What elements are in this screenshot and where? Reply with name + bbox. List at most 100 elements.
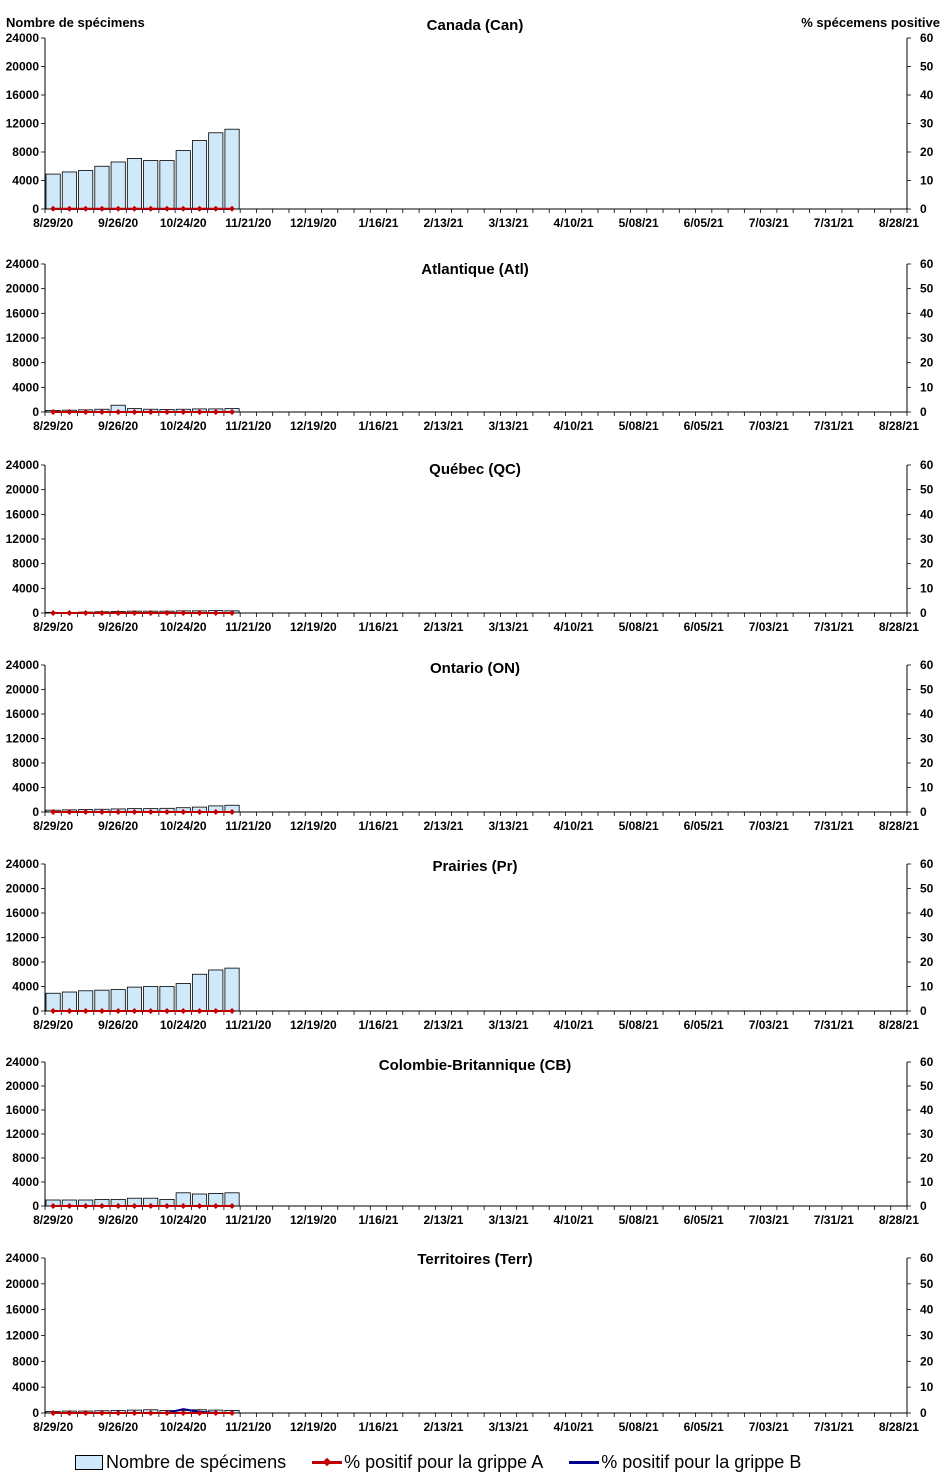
- flu-a-point: [50, 1203, 57, 1209]
- x-tick-label: 7/31/21: [814, 1420, 854, 1434]
- x-tick-label: 6/05/21: [684, 1018, 724, 1032]
- flu-a-point: [180, 205, 187, 212]
- y2-tick-label: 30: [920, 732, 934, 746]
- x-tick-label: 3/13/21: [489, 819, 529, 833]
- flu-a-point: [229, 1410, 236, 1416]
- x-tick-label: 8/28/21: [879, 620, 919, 634]
- flu-a-point: [229, 409, 236, 415]
- x-tick-label: 5/08/21: [619, 620, 659, 634]
- x-tick-label: 12/19/20: [290, 1420, 337, 1434]
- x-tick-label: 4/10/21: [554, 216, 594, 230]
- x-tick-label: 7/31/21: [814, 1213, 854, 1227]
- x-tick-label: 7/03/21: [749, 419, 789, 433]
- x-tick-label: 8/29/20: [33, 1420, 73, 1434]
- y-tick-label: 16000: [6, 507, 40, 521]
- x-tick-label: 12/19/20: [290, 819, 337, 833]
- flu-a-point: [163, 205, 170, 212]
- y2-tick-label: 30: [920, 117, 934, 131]
- x-tick-label: 2/13/21: [423, 419, 463, 433]
- specimen-bar: [110, 989, 126, 1012]
- y-tick-label: 24000: [6, 31, 40, 45]
- y2-tick-label: 0: [920, 1199, 927, 1213]
- y-tick-label: 24000: [6, 1055, 40, 1069]
- flu-a-point: [131, 409, 138, 415]
- flu-a-point: [229, 809, 236, 815]
- x-tick-label: 1/16/21: [358, 1420, 398, 1434]
- y-tick-label: 12000: [6, 331, 40, 345]
- x-tick-label: 3/13/21: [489, 216, 529, 230]
- x-tick-label: 2/13/21: [423, 1213, 463, 1227]
- x-tick-label: 5/08/21: [619, 1018, 659, 1032]
- specimen-bar: [175, 983, 191, 1012]
- y2-tick-label: 60: [920, 31, 934, 45]
- flu-a-point: [66, 205, 73, 212]
- y-tick-label: 4000: [12, 1175, 39, 1189]
- x-tick-label: 7/03/21: [749, 1018, 789, 1032]
- flu-a-point: [229, 205, 236, 212]
- x-tick-label: 7/31/21: [814, 1018, 854, 1032]
- x-tick-label: 1/16/21: [358, 419, 398, 433]
- flu-a-point: [82, 610, 89, 616]
- flu-a-point: [147, 1203, 154, 1209]
- flu-a-point: [115, 1008, 122, 1014]
- y-tick-label: 4000: [12, 380, 39, 394]
- flu-a-point: [131, 1203, 138, 1209]
- y2-tick-label: 60: [920, 1055, 934, 1069]
- flu-a-point: [82, 1203, 89, 1209]
- y2-tick-label: 10: [920, 781, 934, 795]
- x-tick-label: 11/21/20: [225, 216, 271, 230]
- specimen-bar: [78, 990, 94, 1012]
- y-tick-label: 12000: [6, 117, 40, 131]
- y2-tick-label: 60: [920, 257, 934, 271]
- y2-tick-label: 40: [920, 507, 934, 521]
- x-tick-label: 1/16/21: [358, 819, 398, 833]
- specimen-bar: [143, 160, 159, 210]
- y2-tick-label: 50: [920, 282, 934, 296]
- y2-tick-label: 0: [920, 202, 927, 216]
- flu-a-point: [180, 1410, 187, 1416]
- panel-title: Prairies (Pr): [432, 858, 517, 875]
- flu-a-point: [212, 205, 219, 212]
- x-tick-label: 11/21/20: [225, 819, 271, 833]
- x-tick-label: 4/10/21: [554, 1420, 594, 1434]
- y-tick-label: 8000: [12, 145, 39, 159]
- y2-tick-label: 10: [920, 174, 934, 188]
- x-tick-label: 8/29/20: [33, 1018, 73, 1032]
- panel-title: Territoires (Terr): [417, 1251, 532, 1268]
- y-tick-label: 8000: [12, 756, 39, 770]
- x-tick-label: 10/24/20: [160, 819, 207, 833]
- flu-a-point: [98, 1008, 105, 1014]
- x-tick-label: 2/13/21: [423, 819, 463, 833]
- flu-a-point: [50, 1008, 57, 1014]
- x-tick-label: 12/19/20: [290, 1018, 337, 1032]
- right-axis-title: % spécemens positive: [801, 15, 940, 30]
- x-tick-label: 12/19/20: [290, 216, 337, 230]
- y2-tick-label: 10: [920, 980, 934, 994]
- y2-tick-label: 50: [920, 683, 934, 697]
- y-tick-label: 24000: [6, 257, 40, 271]
- chart-legend: Nombre de spécimens % positif pour la gr…: [75, 1451, 827, 1473]
- specimen-bar: [208, 132, 224, 210]
- flu-a-point: [147, 809, 154, 815]
- x-tick-label: 5/08/21: [619, 819, 659, 833]
- x-tick-label: 8/29/20: [33, 1213, 73, 1227]
- x-tick-label: 12/19/20: [290, 1213, 337, 1227]
- y2-tick-label: 60: [920, 1251, 934, 1265]
- y2-tick-label: 20: [920, 1151, 934, 1165]
- x-tick-label: 5/08/21: [619, 419, 659, 433]
- y-tick-label: 24000: [6, 458, 40, 472]
- y-tick-label: 4000: [12, 980, 39, 994]
- x-tick-label: 4/10/21: [554, 1213, 594, 1227]
- flu-a-point: [115, 205, 122, 212]
- x-tick-label: 10/24/20: [160, 1213, 207, 1227]
- y2-tick-label: 40: [920, 1103, 934, 1117]
- flu-a-point: [98, 205, 105, 212]
- y-tick-label: 8000: [12, 356, 39, 370]
- flu-a-point: [163, 1008, 170, 1014]
- x-tick-label: 11/21/20: [225, 419, 271, 433]
- y2-tick-label: 50: [920, 1277, 934, 1291]
- flu-a-point: [98, 409, 105, 415]
- specimen-bar: [45, 173, 61, 210]
- y-tick-label: 16000: [6, 1303, 40, 1317]
- y-tick-label: 4000: [12, 781, 39, 795]
